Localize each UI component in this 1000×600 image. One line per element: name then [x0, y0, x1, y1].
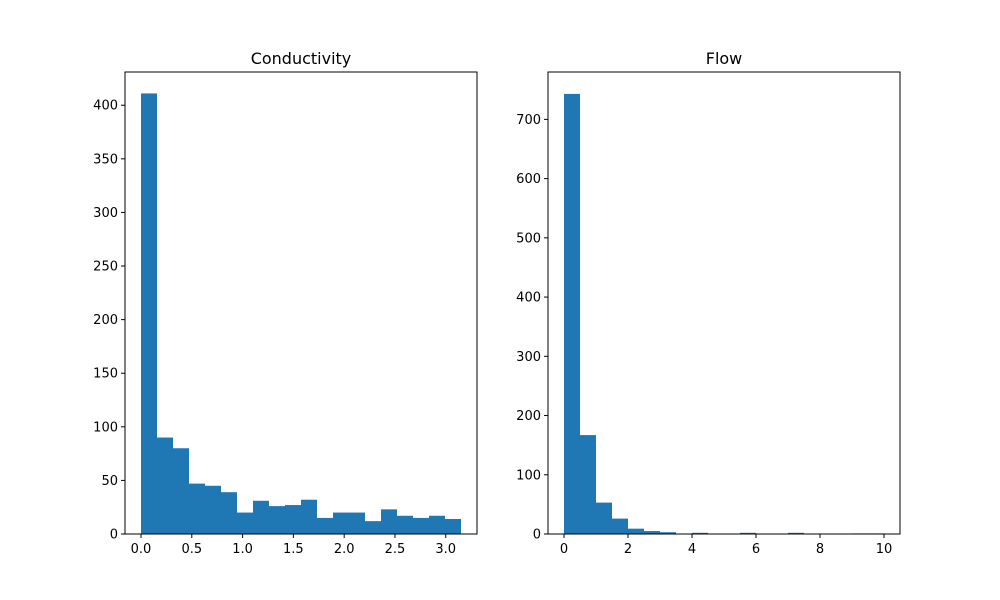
y-tick-label: 350 [93, 152, 118, 167]
histogram-bar [692, 532, 708, 534]
histogram-bar [237, 512, 253, 534]
y-tick-label: 150 [93, 367, 118, 382]
histogram-bar [189, 483, 205, 534]
y-tick-label: 700 [516, 113, 541, 128]
histogram-bar [253, 500, 269, 534]
histogram-bar [580, 435, 596, 534]
histogram-bar [301, 499, 317, 534]
y-tick-label: 300 [516, 350, 541, 365]
histogram-bar [173, 448, 189, 534]
y-tick-label: 100 [516, 468, 541, 483]
y-tick-label: 250 [93, 260, 118, 275]
x-tick-label: 1.5 [283, 542, 304, 557]
y-tick-label: 100 [93, 420, 118, 435]
histogram-bar [445, 518, 461, 534]
bars-group [564, 93, 884, 535]
x-tick-label: 6 [752, 542, 760, 557]
x-tick-label: 4 [688, 542, 696, 557]
chart-title: Conductivity [251, 49, 352, 68]
histogram-bar [157, 437, 173, 534]
axes-frame [124, 71, 478, 535]
histogram-bar [596, 502, 612, 534]
histogram-bar [141, 93, 157, 535]
y-axis-ticks: 0 50 100 150 200 250 300 350 400 [93, 99, 125, 543]
histogram-bar [660, 532, 676, 534]
histogram-bar [333, 512, 349, 534]
histogram-bar [317, 517, 333, 534]
y-tick-label: 200 [516, 409, 541, 424]
x-tick-label: 2.0 [334, 542, 355, 557]
histogram-bar [612, 518, 628, 534]
x-tick-label: 0 [560, 542, 568, 557]
histogram-bar [349, 512, 365, 534]
x-tick-label: 3.0 [435, 542, 456, 557]
y-tick-label: 400 [93, 99, 118, 114]
histogram-bar [644, 531, 660, 534]
y-axis-ticks: 0 100 200 300 400 500 600 700 [516, 113, 548, 543]
y-tick-label: 0 [110, 528, 118, 543]
y-tick-label: 300 [93, 206, 118, 221]
y-tick-label: 400 [516, 291, 541, 306]
histogram-bar [285, 505, 301, 534]
histogram-bar [221, 492, 237, 534]
y-tick-label: 50 [101, 474, 118, 489]
histogram-bar [269, 506, 285, 534]
x-tick-label: 2.5 [385, 542, 406, 557]
x-axis-ticks: 0 2 4 6 8 10 [560, 534, 892, 557]
histogram-bar [740, 532, 756, 534]
histogram-bar [788, 532, 804, 534]
x-tick-label: 1.0 [232, 542, 253, 557]
histogram-bar [397, 515, 413, 534]
histogram-bar [381, 509, 397, 534]
histogram-bar [628, 528, 644, 534]
histogram-bar [365, 521, 381, 534]
axes-frame [547, 71, 901, 535]
histogram-bar [564, 93, 580, 535]
conductivity-histogram: Conductivity 0.0 0.5 1.0 1.5 2.0 2.5 3.0 0 50 10… [93, 49, 478, 557]
chart-title: Flow [706, 49, 743, 68]
x-tick-label: 10 [876, 542, 893, 557]
flow-histogram: Flow 0 2 4 6 8 10 0 100 200 300 400 500 600 700 [516, 49, 901, 557]
histogram-bar [429, 515, 445, 534]
y-tick-label: 200 [93, 313, 118, 328]
x-tick-label: 2 [624, 542, 632, 557]
x-tick-label: 0.0 [131, 542, 152, 557]
bars-group [141, 93, 461, 535]
y-tick-label: 500 [516, 231, 541, 246]
histogram-bar [205, 485, 221, 534]
histogram-bar [413, 517, 429, 534]
y-tick-label: 0 [533, 528, 541, 543]
x-tick-label: 0.5 [181, 542, 202, 557]
y-tick-label: 600 [516, 172, 541, 187]
x-tick-label: 8 [816, 542, 824, 557]
x-axis-ticks: 0.0 0.5 1.0 1.5 2.0 2.5 3.0 [131, 534, 456, 557]
